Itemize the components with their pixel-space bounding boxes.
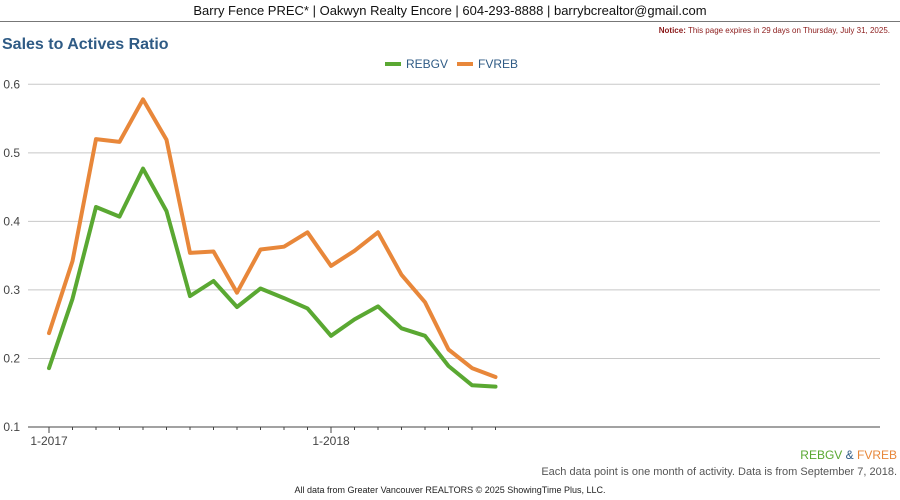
source-ampersand: & <box>842 448 857 462</box>
data-credits: All data from Greater Vancouver REALTORS… <box>294 485 606 495</box>
legend-label-fvreb: FVREB <box>478 57 518 71</box>
x-axis: 1-2017 1-2018 <box>28 426 880 448</box>
y-tick-label: 0.2 <box>3 351 20 365</box>
data-source-tag: REBGV & FVREB <box>800 448 897 462</box>
y-tick-label: 0.6 <box>3 77 20 91</box>
series-line-rebgv <box>47 166 498 389</box>
y-axis-ticks: 0.1 0.2 0.3 0.4 0.5 0.6 <box>3 77 20 434</box>
legend-label-rebgv: REBGV <box>406 57 448 71</box>
agent-contact-line: Barry Fence PREC* | Oakwyn Realty Encore… <box>193 3 707 18</box>
y-tick-label: 0.5 <box>3 146 20 160</box>
notice-text: This page expires in 29 days on Thursday… <box>687 26 890 35</box>
y-tick-label: 0.1 <box>3 420 20 434</box>
source-rebgv: REBGV <box>800 448 843 462</box>
notice-label: Notice: <box>658 26 686 35</box>
agent-header-bar: Barry Fence PREC* | Oakwyn Realty Encore… <box>0 0 900 22</box>
source-fvreb: FVREB <box>856 448 897 462</box>
grid-lines <box>28 83 880 359</box>
series-lines <box>47 97 498 389</box>
series-line-fvreb <box>47 97 498 379</box>
data-footnote: Each data point is one month of activity… <box>541 466 897 478</box>
expiry-notice: Notice: This page expires in 29 days on … <box>659 26 890 35</box>
x-tick-label: 1-2017 <box>30 434 68 448</box>
y-tick-label: 0.4 <box>3 214 20 228</box>
legend: REBGV FVREB <box>385 57 518 71</box>
y-tick-label: 0.3 <box>3 283 20 297</box>
x-tick-label: 1-2018 <box>312 434 350 448</box>
chart-title: Sales to Actives Ratio <box>2 36 169 53</box>
